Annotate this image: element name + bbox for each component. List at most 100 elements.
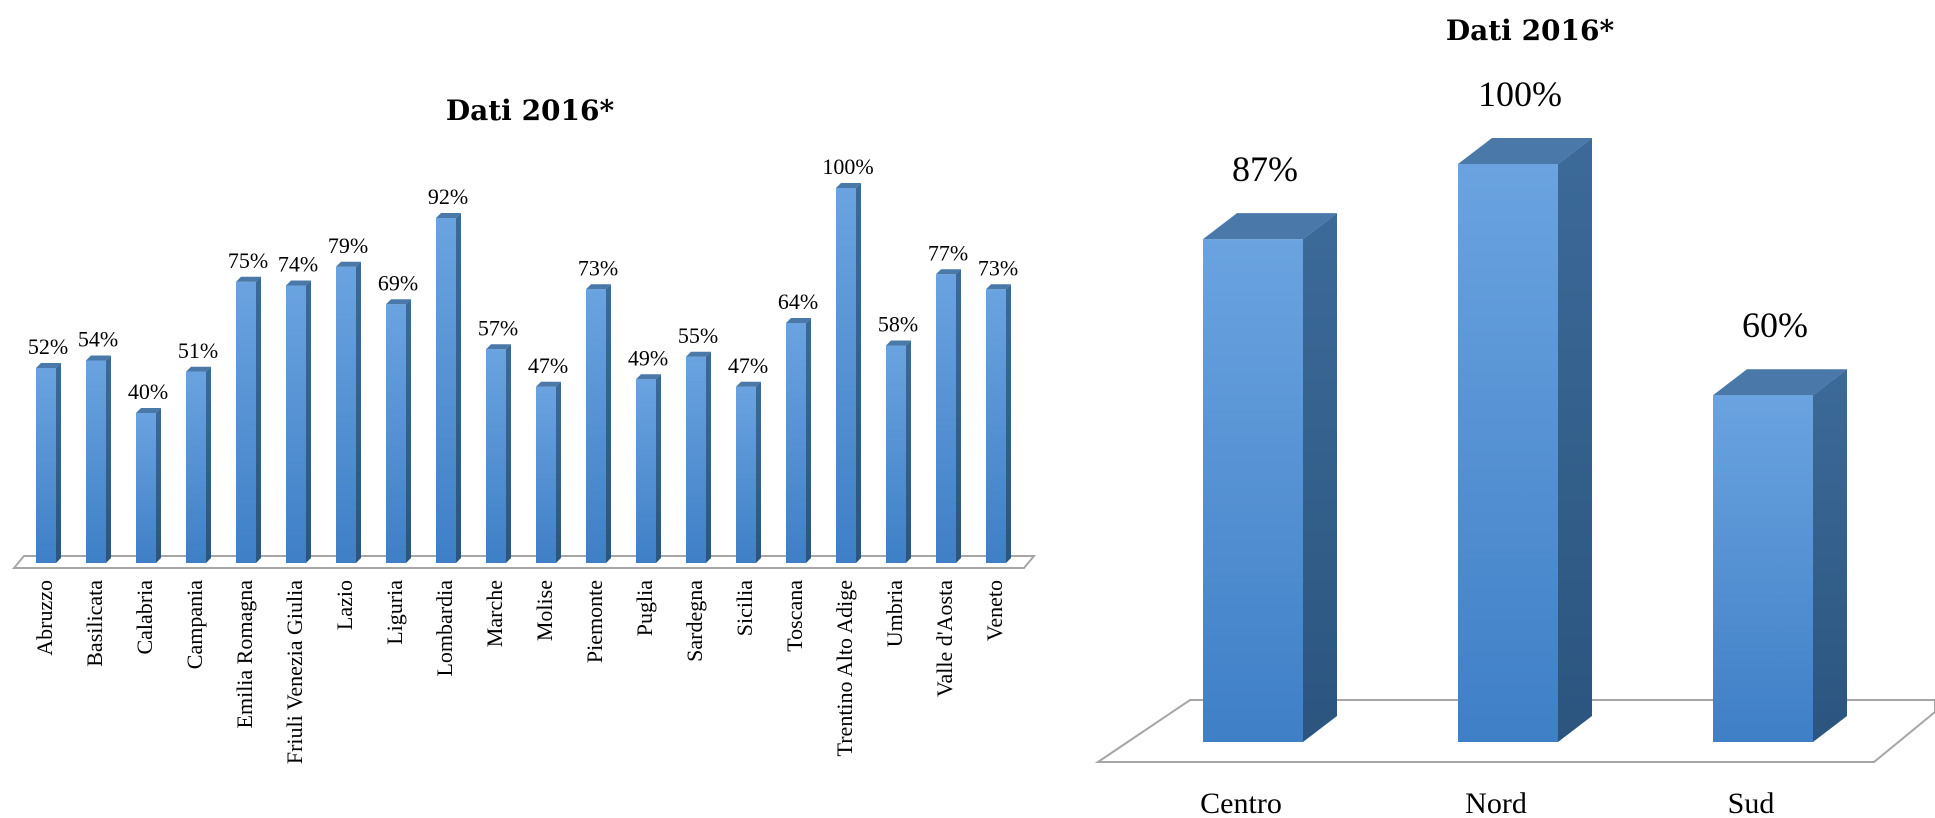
bar-piemonte [586, 284, 611, 563]
category-labels-group: Abruzzo Basilicata Calabria Campania Emilia … [32, 580, 1007, 764]
category-label: Abruzzo [32, 580, 57, 656]
regional-bar-chart: Dati 2016* 52% 54% 40% 51% 75% 74% 79% 69% 92% 57… [11, 94, 1037, 764]
category-label: Lombardia [432, 580, 457, 677]
bars-group [36, 183, 1011, 563]
category-label: Campania [182, 580, 207, 669]
data-label: 58% [878, 312, 918, 337]
data-label: 52% [28, 334, 68, 359]
data-label: 74% [278, 252, 318, 277]
data-label: 100% [1478, 74, 1562, 114]
bar-front [436, 218, 456, 563]
data-label: 73% [978, 255, 1018, 280]
bar-top [1713, 369, 1847, 396]
bar-side [506, 344, 511, 563]
bar-side [356, 261, 361, 563]
category-label: Valle d'Aosta [932, 580, 957, 697]
bar-emilia-romagna [236, 276, 261, 563]
bar-umbria [886, 340, 911, 563]
bar-side [956, 269, 961, 563]
bar-side [1006, 284, 1011, 563]
category-label: Lazio [332, 580, 357, 630]
bar-side [406, 299, 411, 563]
category-label: Friuli Venezia Giulia [282, 580, 307, 764]
bar-calabria [136, 408, 161, 563]
bar-top [336, 261, 361, 267]
data-label: 60% [1742, 305, 1808, 345]
bar-side [1813, 369, 1847, 742]
data-label: 79% [328, 233, 368, 258]
category-label: Calabria [132, 580, 157, 655]
bar-top [486, 344, 511, 350]
bar-top [286, 280, 311, 286]
category-label: Veneto [982, 580, 1007, 641]
bar-top [436, 213, 461, 218]
bar-top [686, 351, 711, 357]
bar-top [636, 374, 661, 380]
bar-side [606, 284, 611, 563]
bar-front [586, 289, 606, 563]
data-label: 55% [678, 323, 718, 348]
category-label: Marche [482, 580, 507, 647]
bar-top [886, 340, 911, 346]
bar-top [986, 284, 1011, 290]
bar-front [1713, 395, 1813, 742]
chart-title: Dati 2016* [1446, 14, 1615, 47]
bar-side [1558, 138, 1592, 742]
data-label: 64% [778, 289, 818, 314]
bar-front [386, 304, 406, 563]
bar-side [156, 408, 161, 563]
bar-trentino-alto-adige [836, 183, 861, 563]
bar-front [536, 386, 556, 563]
bar-side [1303, 213, 1337, 742]
bar-top [86, 355, 111, 361]
data-label: 100% [822, 154, 873, 179]
data-label: 92% [428, 184, 468, 209]
category-label: Molise [532, 580, 557, 641]
bar-front [786, 323, 806, 563]
bar-marche [486, 344, 511, 563]
bar-side [306, 280, 311, 563]
data-label: 51% [178, 338, 218, 363]
category-label: Piemonte [582, 580, 607, 663]
category-label: Toscana [782, 580, 807, 652]
data-label: 77% [928, 240, 968, 265]
bar-toscana [786, 318, 811, 563]
category-label: Umbria [882, 580, 907, 647]
bar-top [36, 363, 61, 368]
bar-front [186, 371, 206, 563]
category-label: Nord [1465, 787, 1527, 818]
bar-sud [1713, 369, 1847, 742]
bar-veneto [986, 284, 1011, 563]
bar-top [1203, 213, 1337, 240]
bar-molise [536, 381, 561, 563]
bar-front [736, 386, 756, 563]
data-label: 87% [1232, 149, 1298, 189]
bar-liguria [386, 299, 411, 563]
bar-front [486, 349, 506, 563]
data-label: 57% [478, 315, 518, 340]
bar-friuli-venezia-giulia [286, 280, 311, 563]
bar-front [636, 379, 656, 563]
data-label: 40% [128, 379, 168, 404]
bar-front [336, 266, 356, 563]
bar-sardegna [686, 351, 711, 563]
bar-side [106, 355, 111, 563]
category-label: Trentino Alto Adige [832, 580, 857, 756]
category-label: Liguria [382, 580, 407, 645]
bar-basilicata [86, 355, 111, 563]
bar-puglia [636, 374, 661, 563]
bar-front [86, 360, 106, 563]
bar-top [736, 381, 761, 387]
category-label: Centro [1200, 787, 1282, 818]
category-label: Basilicata [82, 580, 107, 667]
bar-side [856, 183, 861, 563]
category-label: Sardegna [682, 580, 707, 662]
bar-lazio [336, 261, 361, 563]
data-labels-group: 87% 100% 60% [1232, 74, 1808, 345]
data-label: 73% [578, 255, 618, 280]
bar-top [936, 269, 961, 275]
bar-front [686, 356, 706, 563]
category-labels-group: Centro Nord Sud [1200, 787, 1774, 818]
bar-top [586, 284, 611, 290]
